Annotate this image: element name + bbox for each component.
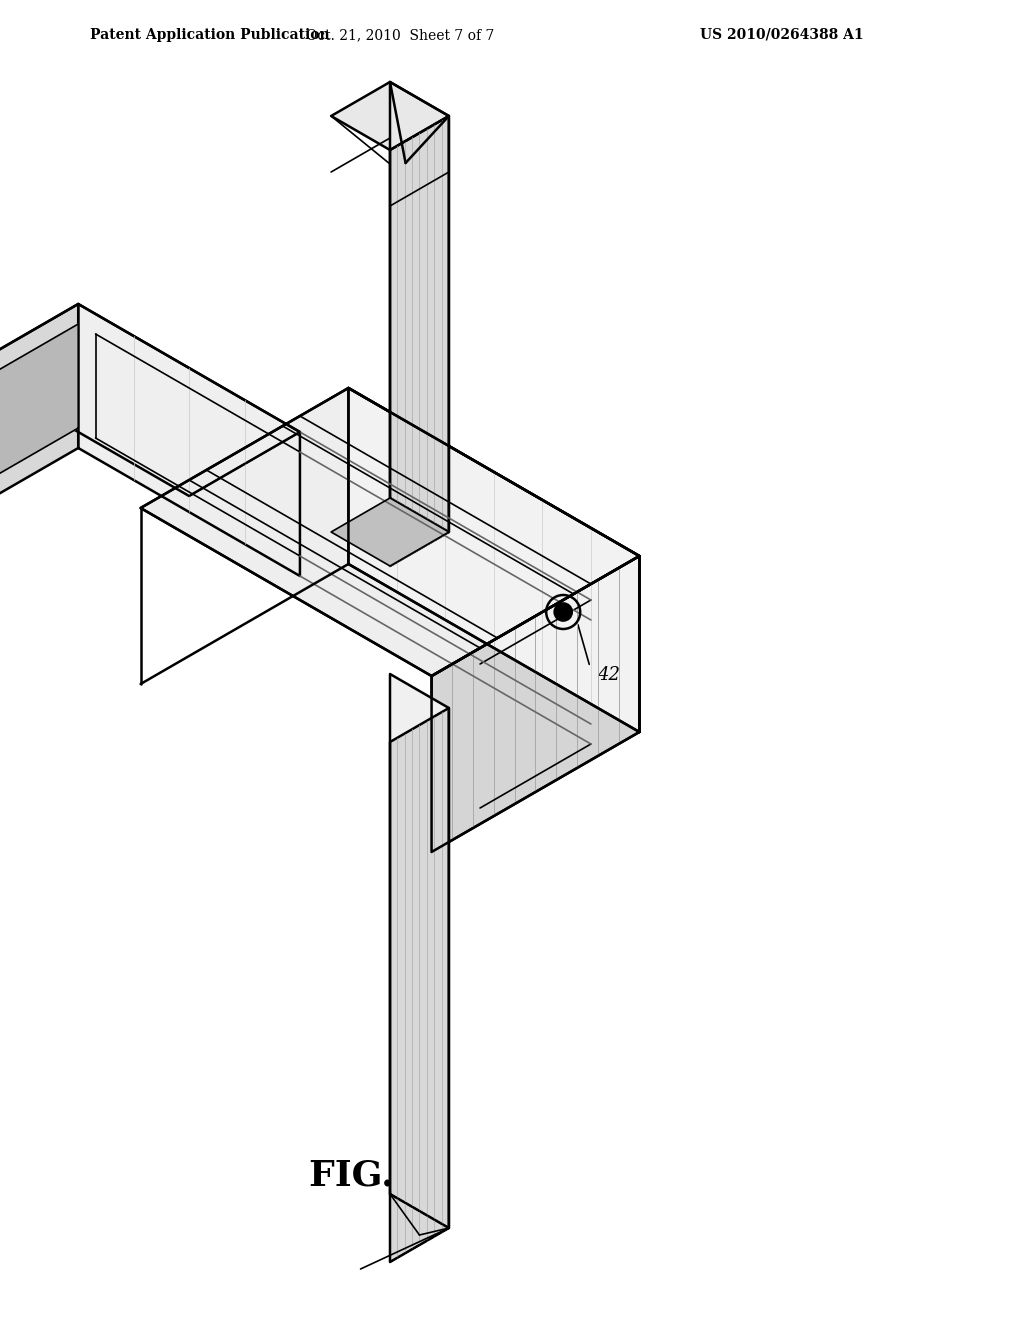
Polygon shape bbox=[431, 556, 639, 851]
Polygon shape bbox=[0, 304, 300, 496]
Polygon shape bbox=[0, 323, 78, 482]
Text: FIG. 7: FIG. 7 bbox=[309, 1158, 431, 1192]
Polygon shape bbox=[331, 82, 449, 150]
Polygon shape bbox=[331, 498, 449, 566]
Text: US 2010/0264388 A1: US 2010/0264388 A1 bbox=[700, 28, 863, 42]
Polygon shape bbox=[390, 116, 449, 566]
Polygon shape bbox=[390, 82, 449, 532]
Polygon shape bbox=[78, 304, 300, 576]
Polygon shape bbox=[0, 304, 78, 512]
Polygon shape bbox=[390, 675, 449, 1228]
Text: 42: 42 bbox=[597, 667, 620, 684]
Text: Oct. 21, 2010  Sheet 7 of 7: Oct. 21, 2010 Sheet 7 of 7 bbox=[306, 28, 495, 42]
Circle shape bbox=[554, 603, 572, 620]
Polygon shape bbox=[348, 388, 639, 733]
Text: Patent Application Publication: Patent Application Publication bbox=[90, 28, 330, 42]
Polygon shape bbox=[140, 388, 639, 676]
Polygon shape bbox=[390, 708, 449, 1262]
